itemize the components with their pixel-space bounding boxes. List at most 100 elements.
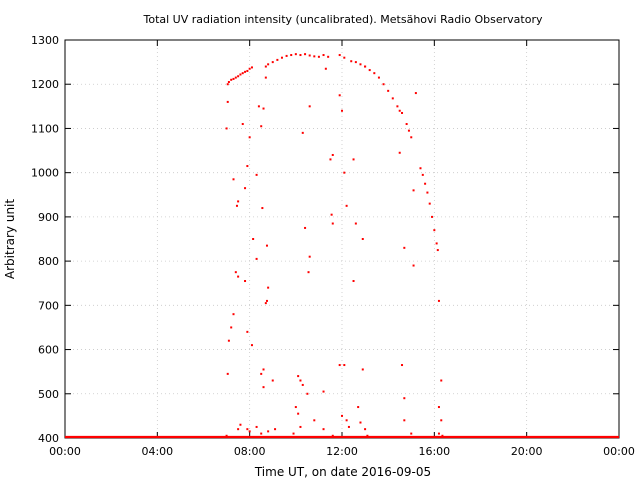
- y-axis-label: Arbitrary unit: [3, 199, 17, 279]
- data-point: [265, 244, 268, 247]
- data-point: [274, 428, 277, 431]
- data-point: [267, 63, 270, 66]
- data-point: [306, 392, 309, 395]
- data-point: [313, 419, 316, 422]
- grid-lines: [65, 40, 619, 438]
- data-point: [437, 299, 440, 302]
- data-point: [255, 173, 258, 176]
- data-point: [292, 432, 295, 435]
- data-point: [230, 326, 233, 329]
- y-tick-label: 500: [38, 388, 59, 401]
- data-point: [232, 178, 235, 181]
- data-point: [431, 215, 434, 218]
- data-point: [377, 76, 380, 79]
- data-point: [322, 390, 325, 393]
- data-point: [235, 204, 238, 207]
- data-point: [364, 428, 367, 431]
- data-point: [407, 129, 410, 132]
- data-point: [412, 189, 415, 192]
- data-point: [387, 89, 390, 92]
- data-point: [297, 375, 300, 378]
- data-point: [401, 364, 404, 367]
- data-points: [65, 53, 619, 439]
- data-point: [331, 434, 334, 437]
- data-point: [260, 372, 263, 375]
- data-point: [345, 204, 348, 207]
- data-point: [401, 111, 404, 114]
- data-point: [250, 344, 253, 347]
- data-point: [364, 65, 367, 68]
- data-point: [403, 397, 406, 400]
- data-point: [246, 428, 249, 431]
- data-point: [324, 67, 327, 70]
- data-point: [343, 56, 346, 59]
- data-point: [343, 364, 346, 367]
- data-point: [343, 171, 346, 174]
- data-point: [237, 275, 240, 278]
- data-point: [350, 60, 353, 63]
- data-point: [226, 100, 229, 103]
- data-point: [299, 425, 302, 428]
- data-point: [308, 54, 311, 57]
- data-point: [239, 423, 242, 426]
- y-tick-label: 1300: [31, 34, 59, 47]
- data-point: [225, 127, 228, 130]
- data-point: [338, 364, 341, 367]
- data-point: [428, 202, 431, 205]
- data-point: [338, 54, 341, 57]
- data-point: [232, 77, 235, 80]
- data-point: [297, 412, 300, 415]
- data-point: [227, 81, 230, 84]
- data-point: [361, 238, 364, 240]
- data-point: [246, 330, 249, 333]
- data-point: [405, 123, 408, 126]
- data-point: [331, 222, 334, 225]
- data-point: [234, 271, 237, 274]
- data-point: [403, 419, 406, 422]
- data-point: [244, 280, 247, 283]
- data-point: [382, 83, 385, 86]
- x-tick-label: 04:00: [141, 445, 173, 458]
- data-point: [280, 56, 283, 59]
- data-point: [237, 200, 240, 203]
- x-tick-label: 08:00: [234, 445, 266, 458]
- data-point: [357, 406, 360, 409]
- data-point: [421, 173, 424, 176]
- data-point: [435, 242, 438, 245]
- data-point: [347, 425, 350, 428]
- data-point: [308, 105, 311, 108]
- data-point: [345, 419, 348, 422]
- x-axis-label: Time UT, on date 2016-09-05: [254, 465, 431, 479]
- x-tick-label: 00:00: [603, 445, 635, 458]
- data-point: [271, 61, 274, 64]
- data-point: [354, 61, 357, 64]
- data-point: [359, 63, 362, 66]
- data-point: [352, 280, 355, 283]
- y-tick-label: 400: [38, 432, 59, 445]
- data-point: [433, 229, 436, 232]
- data-point: [227, 339, 230, 342]
- data-point: [267, 430, 270, 433]
- data-point: [440, 419, 443, 422]
- data-point: [414, 92, 417, 95]
- y-tick-label: 1100: [31, 122, 59, 135]
- data-point: [225, 434, 228, 437]
- data-point: [294, 406, 297, 409]
- data-point: [250, 66, 253, 69]
- axis-ticks: 400 500 600 700 800 900 1000 1100 1200 1300 00:00 0…: [31, 34, 635, 458]
- data-point: [301, 131, 304, 134]
- data-point: [412, 264, 415, 267]
- data-point: [261, 207, 264, 210]
- x-tick-label: 20:00: [511, 445, 543, 458]
- data-point: [352, 158, 355, 161]
- plot-frame: [64, 39, 620, 439]
- data-point: [341, 414, 343, 417]
- data-point: [262, 386, 265, 389]
- data-point: [301, 383, 304, 386]
- data-point: [366, 434, 369, 437]
- data-point: [248, 430, 251, 433]
- y-tick-label: 900: [38, 211, 59, 224]
- data-point: [257, 105, 260, 108]
